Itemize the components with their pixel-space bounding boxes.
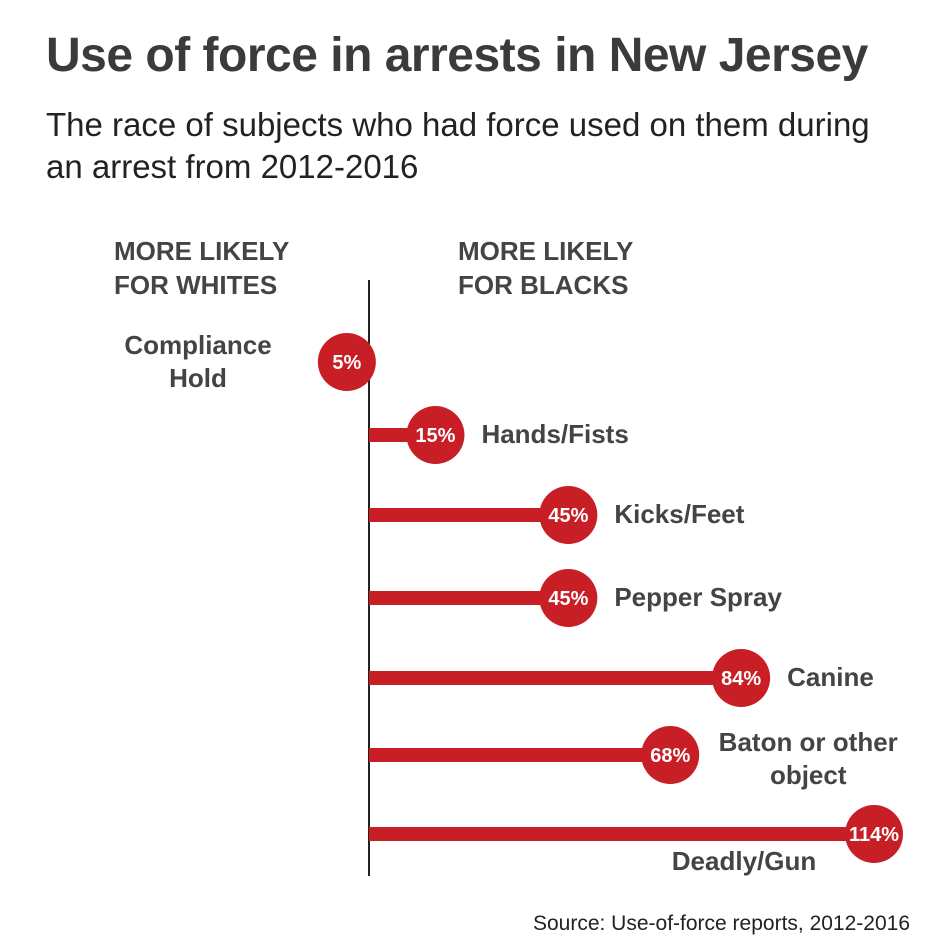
category-label-4: Canine (787, 662, 874, 692)
value-label-3: 45% (548, 588, 588, 610)
value-label-4: 84% (721, 668, 761, 690)
value-label-0: 5% (332, 352, 361, 374)
dot-1 (406, 406, 465, 464)
dot-5 (641, 726, 700, 784)
dot-6 (845, 805, 904, 863)
source-note: Source: Use-of-force reports, 2012-2016 (532, 912, 910, 935)
whites-direction-label: MORE LIKELY FOR WHITES (114, 236, 290, 300)
category-label-6: Deadly/Gun (672, 846, 816, 876)
value-label-6: 114% (849, 824, 899, 846)
dot-4 (712, 649, 771, 707)
category-label-2: Kicks/Feet (614, 499, 744, 529)
category-label-5: Baton or other object (719, 727, 898, 790)
value-label-5: 68% (650, 745, 690, 767)
category-label-1: Hands/Fists (481, 419, 628, 449)
chart-subtitle: The race of subjects who had force used … (46, 106, 870, 185)
blacks-direction-label: MORE LIKELY FOR BLACKS (458, 236, 634, 300)
dot-3 (539, 569, 598, 627)
dot-0 (317, 333, 376, 391)
value-label-2: 45% (548, 505, 588, 527)
chart-title: Use of force in arrests in New Jersey (46, 29, 868, 82)
dot-2 (539, 486, 598, 544)
category-label-3: Pepper Spray (614, 582, 782, 612)
category-label-0: Compliance Hold (124, 330, 271, 393)
value-label-1: 15% (415, 425, 455, 447)
